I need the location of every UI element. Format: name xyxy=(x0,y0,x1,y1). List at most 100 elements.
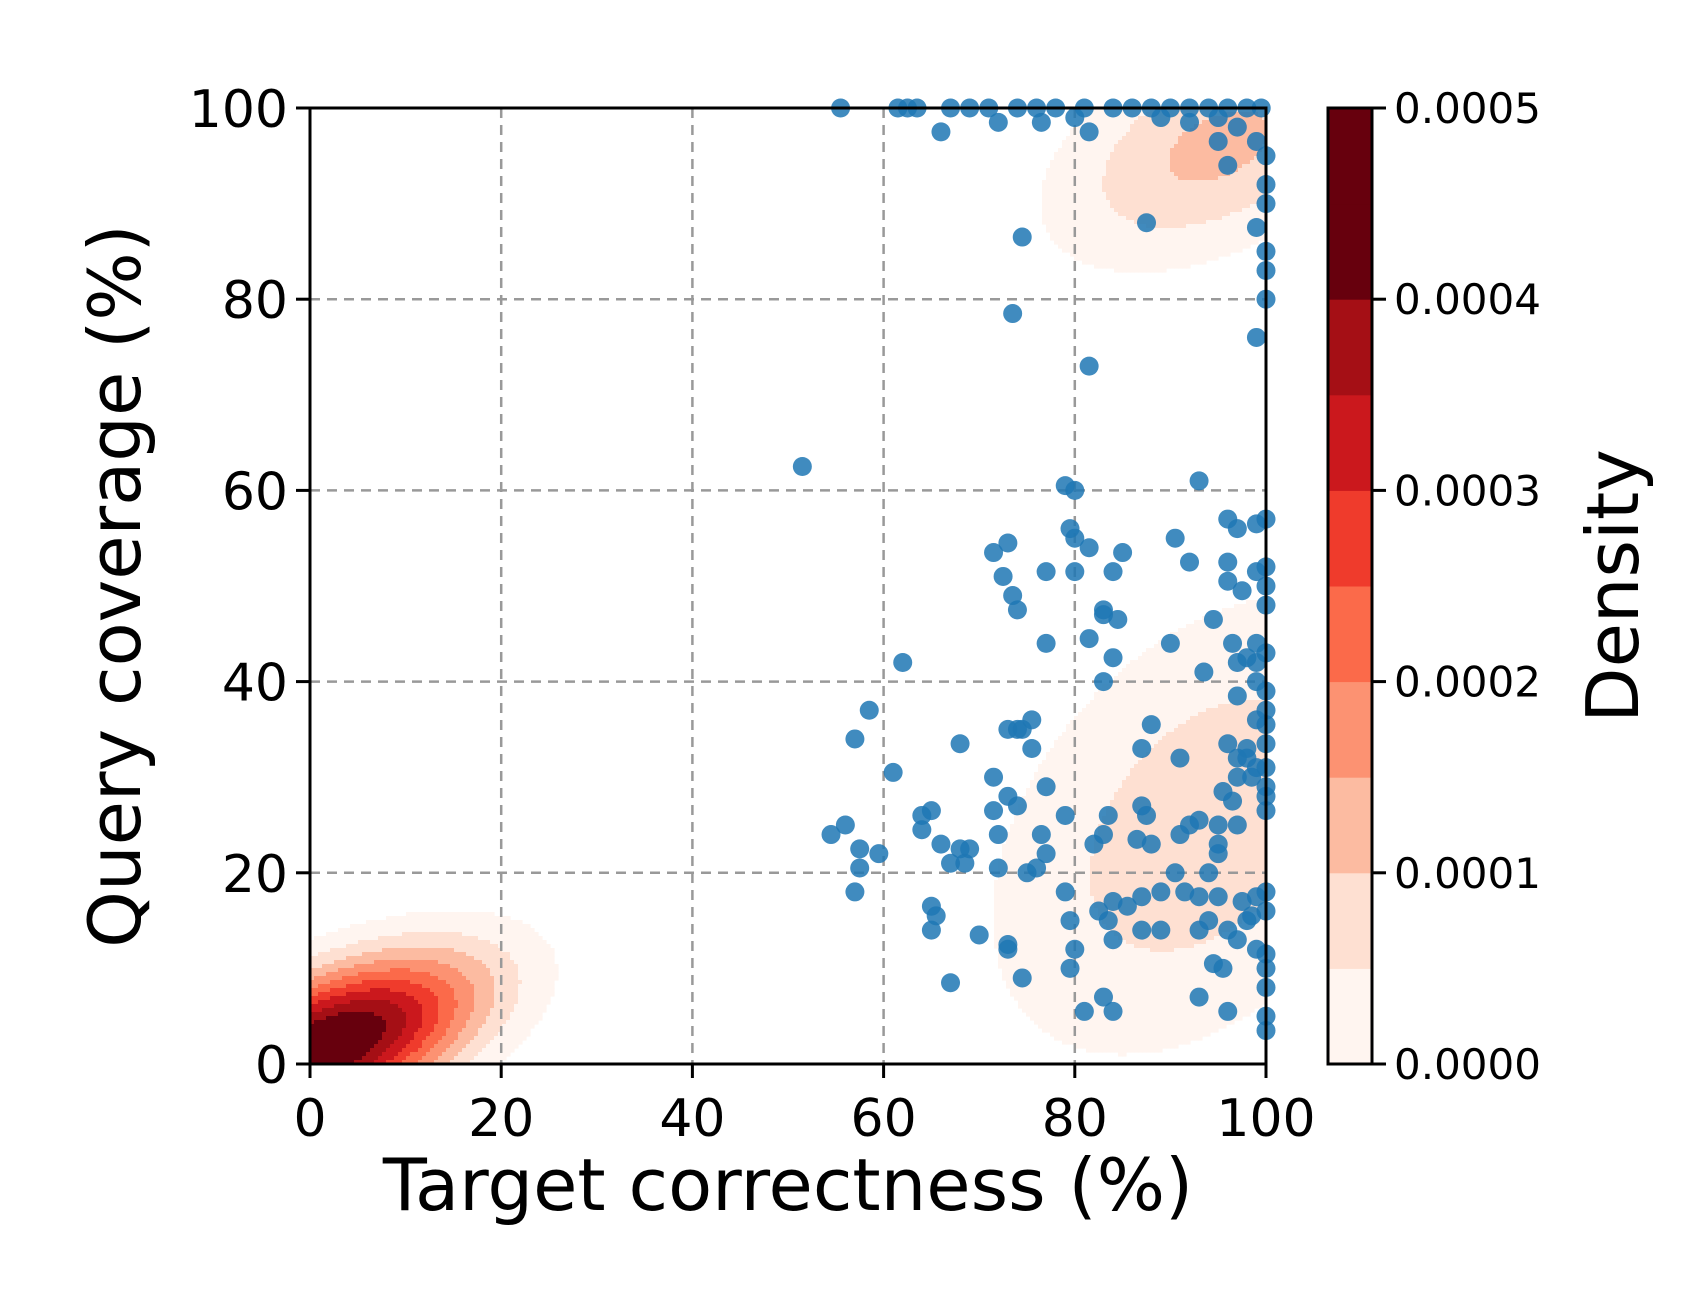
density-cell xyxy=(1074,148,1079,153)
density-cell xyxy=(1122,832,1127,837)
density-cell xyxy=(1214,700,1219,705)
density-cell xyxy=(1250,196,1255,201)
density-cell xyxy=(1070,248,1075,253)
density-cell xyxy=(1174,260,1179,265)
density-cell xyxy=(1186,156,1191,161)
density-cell xyxy=(1178,144,1183,149)
density-cell xyxy=(1066,172,1071,177)
density-cell xyxy=(1018,828,1023,833)
density-cell xyxy=(1070,236,1075,241)
density-cell xyxy=(1154,812,1159,817)
density-cell xyxy=(1226,200,1231,205)
density-cell xyxy=(1206,792,1211,797)
density-cell xyxy=(1122,232,1127,237)
density-cell xyxy=(1090,736,1095,741)
density-cell xyxy=(1162,840,1167,845)
density-cell xyxy=(1126,744,1131,749)
density-cell xyxy=(1146,156,1151,161)
density-cell xyxy=(1142,268,1147,273)
density-cell xyxy=(1146,164,1151,169)
density-cell xyxy=(1174,672,1179,677)
density-cell xyxy=(1206,804,1211,809)
density-cell xyxy=(1030,788,1035,793)
density-cell xyxy=(1062,244,1067,249)
density-cell xyxy=(1258,848,1263,853)
density-cell xyxy=(1194,184,1199,189)
density-cell xyxy=(1150,832,1155,837)
density-cell xyxy=(1118,232,1123,237)
density-cell xyxy=(1174,800,1179,805)
density-cell xyxy=(1046,228,1051,233)
density-cell xyxy=(1110,716,1115,721)
density-cell xyxy=(1182,732,1187,737)
density-cell xyxy=(1254,620,1259,625)
density-cell xyxy=(1210,656,1215,661)
density-cell xyxy=(1166,836,1171,841)
density-cell xyxy=(1066,764,1071,769)
density-cell xyxy=(1134,148,1139,153)
density-cell xyxy=(1142,168,1147,173)
density-cell xyxy=(1134,676,1139,681)
density-cell xyxy=(1042,184,1047,189)
density-cell xyxy=(1166,820,1171,825)
density-cell xyxy=(1234,628,1239,633)
density-cell xyxy=(1102,132,1107,137)
density-cell xyxy=(1050,800,1055,805)
density-cell xyxy=(1138,760,1143,765)
density-cell xyxy=(1178,740,1183,745)
density-cell xyxy=(1126,160,1131,165)
density-cell xyxy=(1198,808,1203,813)
density-cell xyxy=(1166,248,1171,253)
density-cell xyxy=(1090,788,1095,793)
density-cell xyxy=(1178,188,1183,193)
density-cell xyxy=(1066,828,1071,833)
density-cell xyxy=(1102,200,1107,205)
density-cell xyxy=(1118,700,1123,705)
density-cell xyxy=(1066,756,1071,761)
density-cell xyxy=(1098,704,1103,709)
density-cell xyxy=(1138,156,1143,161)
density-cell xyxy=(1194,844,1199,849)
density-cell xyxy=(1126,248,1131,253)
density-cell xyxy=(1202,116,1207,121)
density-cell xyxy=(1094,724,1099,729)
density-cell xyxy=(1186,812,1191,817)
density-cell xyxy=(1198,148,1203,153)
density-cell xyxy=(1178,236,1183,241)
density-cell xyxy=(1238,140,1243,145)
density-cell xyxy=(1262,164,1266,169)
density-cell xyxy=(1194,848,1199,853)
density-cell xyxy=(1194,784,1199,789)
density-cell xyxy=(1242,728,1247,733)
density-cell xyxy=(1102,756,1107,761)
density-cell xyxy=(1022,828,1027,833)
density-cell xyxy=(1194,800,1199,805)
density-cell xyxy=(1254,240,1259,245)
density-cell xyxy=(1146,828,1151,833)
density-cell xyxy=(1226,828,1231,833)
density-cell xyxy=(1250,688,1255,693)
density-cell xyxy=(1250,600,1255,605)
density-cell xyxy=(1078,208,1083,213)
density-cell xyxy=(1158,140,1163,145)
density-cell xyxy=(1058,156,1063,161)
density-cell xyxy=(1038,776,1043,781)
density-cell xyxy=(1194,168,1199,173)
density-cell xyxy=(1174,632,1179,637)
density-cell xyxy=(1222,756,1227,761)
density-cell xyxy=(1190,176,1195,181)
density-cell xyxy=(1146,204,1151,209)
density-cell xyxy=(1114,144,1119,149)
density-cell xyxy=(1190,680,1195,685)
density-cell xyxy=(1158,772,1163,777)
density-cell xyxy=(1114,260,1119,265)
density-cell xyxy=(1190,704,1195,709)
density-cell xyxy=(1226,176,1231,181)
density-cell xyxy=(1138,680,1143,685)
density-cell xyxy=(1086,768,1091,773)
density-cell xyxy=(1210,812,1215,817)
density-cell xyxy=(1146,648,1151,653)
density-cell xyxy=(1262,832,1266,837)
density-cell xyxy=(1118,164,1123,169)
density-cell xyxy=(1058,804,1063,809)
